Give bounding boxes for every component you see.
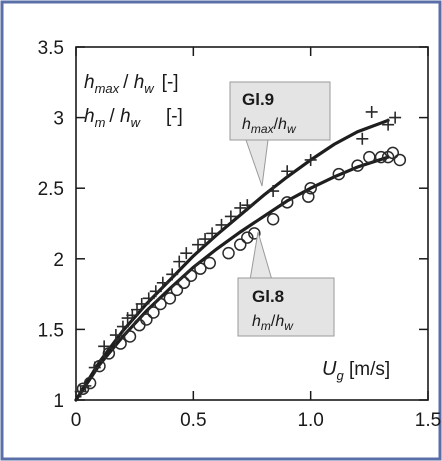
data-points [74, 105, 407, 398]
y-tick-label: 1.5 [38, 320, 64, 341]
data-point-circle [332, 167, 346, 181]
x-tick-label: 1.0 [297, 410, 323, 431]
axis-ticks: 0 0.5 1.0 1.5 1 1.5 2 2.5 3 3.5 [38, 38, 442, 431]
data-point-plus [116, 320, 129, 333]
data-point-circle [83, 376, 97, 390]
data-point-plus [382, 118, 395, 131]
data-point-plus [149, 285, 162, 298]
data-point-circle [203, 256, 217, 270]
data-point-circle [102, 347, 116, 360]
data-point-plus [389, 111, 402, 124]
callout-gl8: Gl.8 hm/hw [237, 231, 335, 337]
data-point-circle [184, 269, 198, 282]
data-point-circle [177, 276, 191, 290]
data-point-circle [266, 213, 280, 226]
x-tick-label: 1.5 [415, 410, 441, 431]
data-point-plus [224, 210, 237, 223]
data-point-plus [215, 218, 228, 231]
data-point-circle [302, 190, 315, 203]
data-point-plus [173, 255, 186, 268]
data-point-plus [206, 227, 219, 240]
y-tick-label: 2 [53, 250, 64, 271]
y-tick-label: 3 [53, 109, 64, 130]
callout-gl8-formula: hm/hw [252, 313, 294, 333]
x-axis-label: Ug [m/s] [322, 358, 390, 383]
data-point-plus [135, 297, 148, 310]
data-point-plus [241, 199, 254, 212]
y-tick-label: 1 [53, 391, 64, 412]
y-tick-label: 2.5 [38, 179, 64, 200]
callout-gl8-box [237, 277, 335, 337]
x-tick-label: 0.5 [180, 410, 206, 431]
data-point-circle [114, 337, 127, 350]
callout-gl9: Gl.9 hmax/hw [229, 81, 331, 187]
data-point-circle [248, 227, 261, 240]
data-point-plus [365, 105, 378, 118]
callout-gl8-label: Gl.8 [252, 287, 284, 306]
data-point-circle [393, 153, 407, 167]
data-point-circle [93, 359, 106, 373]
data-point-plus [109, 329, 122, 342]
data-point-circle [234, 238, 247, 251]
callout-gl9-formula: hmax/hw [242, 116, 297, 136]
data-point-circle [386, 146, 400, 160]
data-point-circle [241, 231, 254, 244]
data-point-plus [199, 233, 212, 246]
data-point-plus [304, 153, 317, 166]
data-point-circle [280, 196, 294, 209]
callout-gl9-label: Gl.9 [242, 90, 274, 109]
data-point-circle [140, 313, 153, 326]
y-tick-label: 3.5 [38, 38, 64, 59]
plot-area [75, 46, 429, 401]
legend: hmax / hw [-] hm / hw [-] [84, 72, 183, 130]
data-point-circle [170, 283, 184, 297]
data-point-plus [267, 185, 280, 198]
data-point-plus [156, 276, 169, 289]
data-point-circle [163, 292, 177, 305]
data-point-plus [234, 201, 247, 214]
data-point-plus [356, 132, 369, 145]
data-point-circle [147, 306, 160, 319]
data-point-circle [222, 246, 235, 260]
legend-entry-hm: hm / hw [-] [84, 106, 183, 130]
data-point-plus [180, 247, 193, 260]
callout-gl9-box [229, 81, 331, 141]
data-point-circle [374, 150, 388, 164]
data-point-circle [304, 181, 317, 195]
data-point-circle [123, 330, 137, 343]
data-point-circle [154, 297, 167, 311]
x-tick-label: 0 [71, 410, 82, 431]
data-point-plus [281, 165, 294, 178]
data-point-plus [142, 292, 155, 305]
legend-entry-hmax: hmax / hw [-] [84, 72, 179, 96]
data-point-plus [192, 238, 205, 251]
data-point-circle [194, 262, 207, 275]
data-point-circle [351, 159, 364, 172]
data-point-plus [166, 268, 179, 281]
